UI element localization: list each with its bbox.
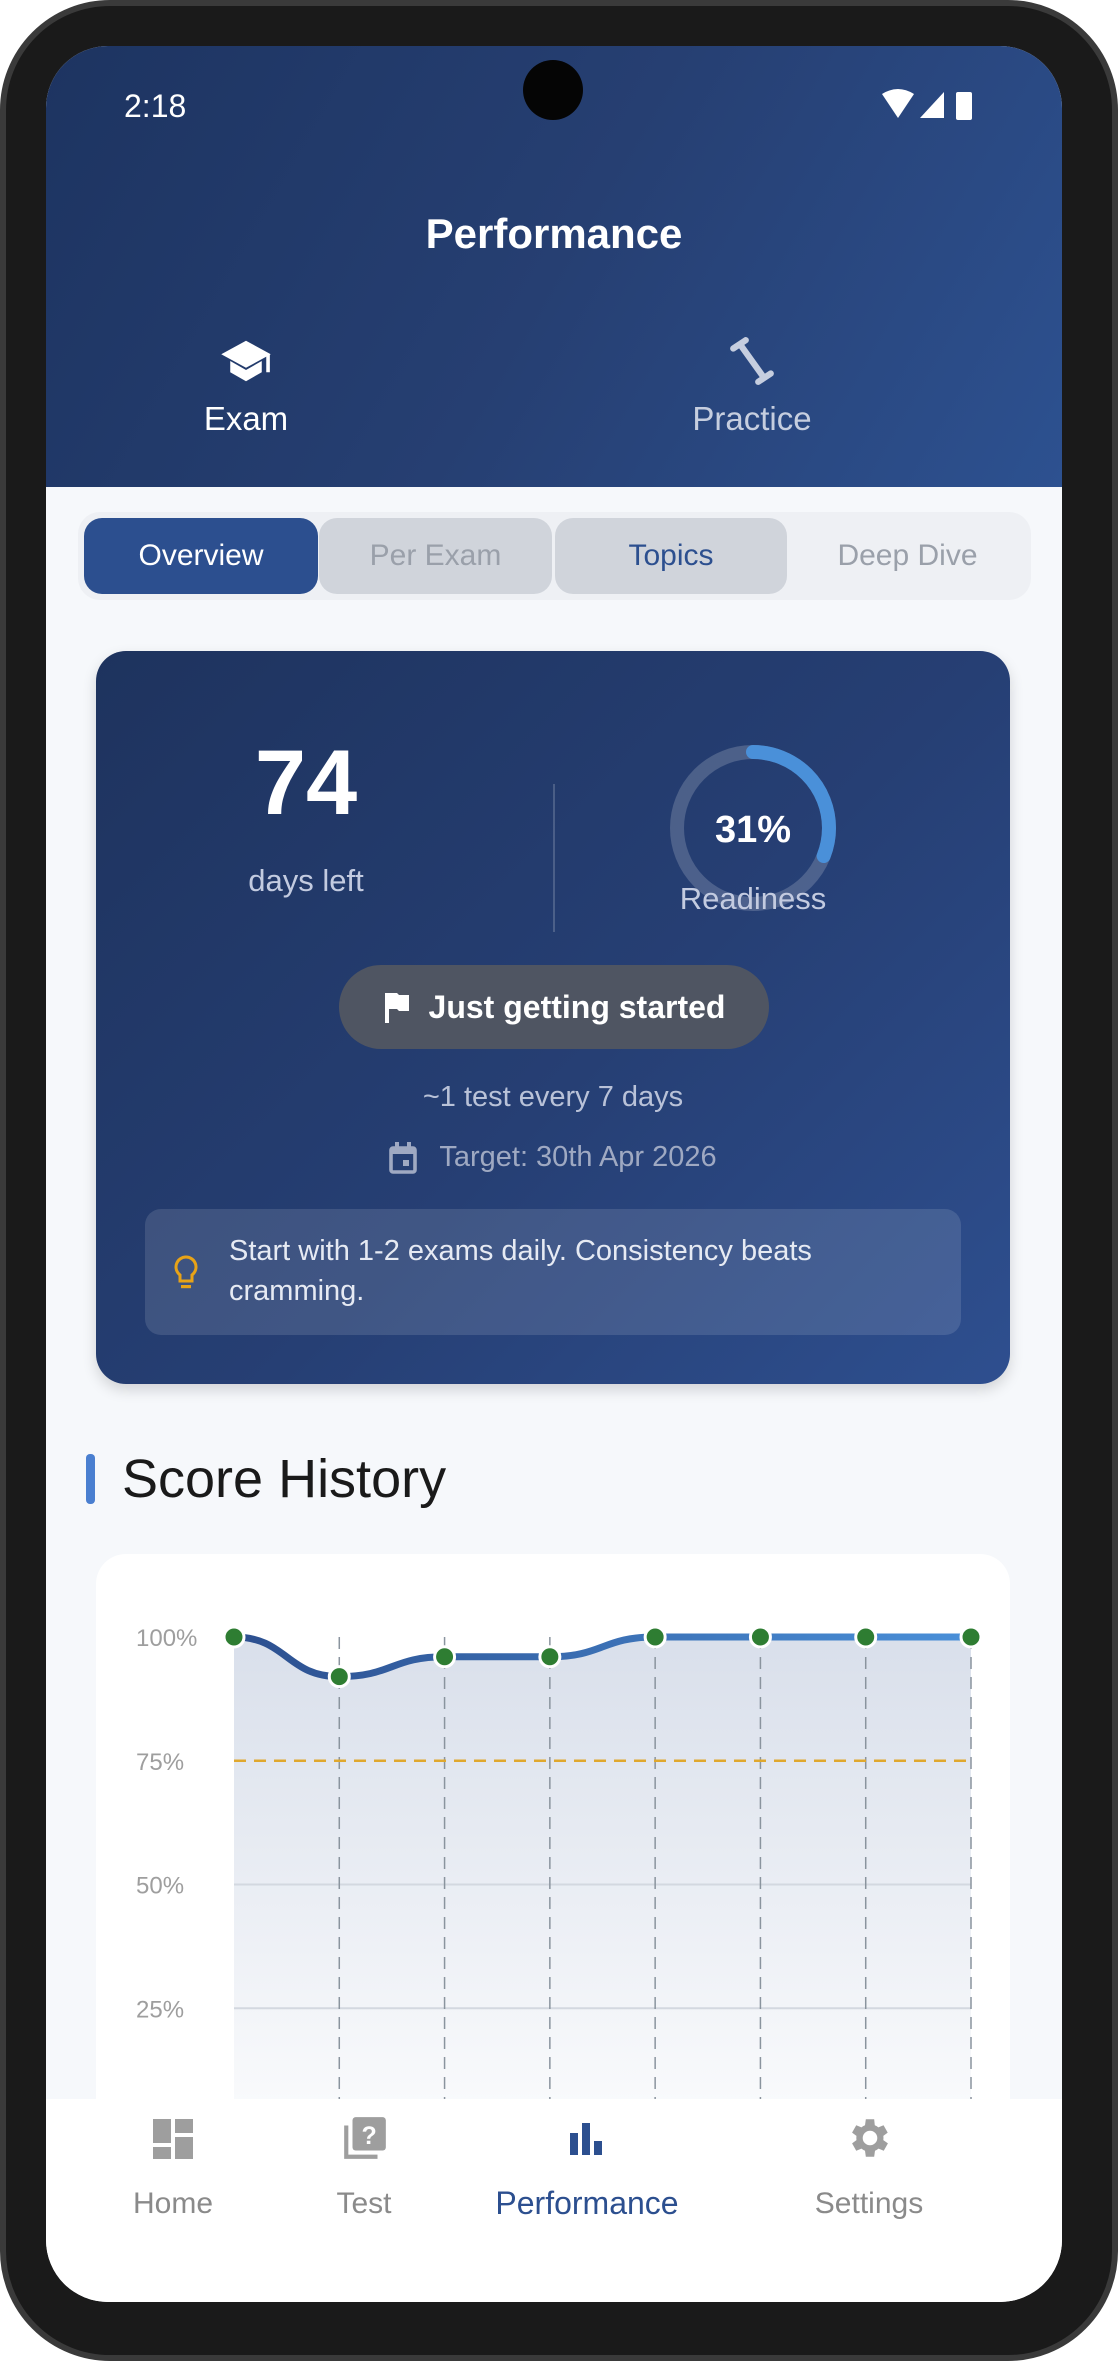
y-tick-label: 75% <box>136 1749 184 1776</box>
nav-settings-label: Settings <box>814 2187 924 2220</box>
segment-per-exam[interactable]: Per Exam <box>319 518 552 594</box>
readiness-label: Readiness <box>679 881 827 916</box>
score-chart: 100%75%50%25%0% <box>136 1625 983 2147</box>
data-point <box>643 1625 667 1649</box>
segment-overview[interactable]: Overview <box>84 518 318 594</box>
data-point <box>959 1625 983 1649</box>
nav-settings[interactable]: Settings <box>746 2099 992 2249</box>
flag-icon <box>384 993 409 1023</box>
nav-home-label: Home <box>132 2187 214 2220</box>
nav-test-label: Test <box>336 2187 392 2220</box>
score-history-title: Score History <box>122 1449 447 1509</box>
status-badge: Just getting started <box>339 965 769 1049</box>
graduation-cap-icon <box>221 340 271 382</box>
nav-performance[interactable]: Performance <box>452 2099 722 2249</box>
calendar-icon <box>389 1141 418 1174</box>
wifi-icon <box>882 89 914 118</box>
data-point <box>538 1645 562 1669</box>
data-point <box>748 1625 772 1649</box>
readiness-value: 31% <box>714 809 792 851</box>
y-tick-label: 50% <box>136 1873 184 1900</box>
tip-box: Start with 1-2 exams daily. Consistency … <box>145 1209 961 1335</box>
data-point <box>222 1625 246 1649</box>
segmented-control: Overview Per Exam Topics Deep Dive <box>78 512 1031 600</box>
nav-home[interactable]: Home <box>46 2099 300 2249</box>
camera-cutout <box>523 60 583 120</box>
status-time: 2:18 <box>124 88 187 124</box>
data-point <box>433 1645 457 1669</box>
nav-performance-label: Performance <box>495 2185 679 2221</box>
status-badge-text: Just getting started <box>428 988 726 1025</box>
bottom-nav: Home ? Test Performance Settings <box>46 2099 1062 2302</box>
header: 2:18 Performance Exam Practice <box>46 46 1062 535</box>
quiz-icon: ? <box>344 2117 386 2159</box>
target-date: Target: 30th Apr 2026 <box>96 1141 1010 1174</box>
tip-text: Start with 1-2 exams daily. Consistency … <box>229 1235 812 1307</box>
data-point <box>854 1625 878 1649</box>
summary-card: 74 days left 31% Readiness Just getting … <box>96 651 1010 1384</box>
nav-test[interactable]: ? Test <box>237 2099 491 2249</box>
dumbbell-icon <box>730 337 774 385</box>
lightbulb-icon <box>174 1255 198 1289</box>
gear-icon <box>852 2119 888 2157</box>
readiness-ring <box>670 745 836 911</box>
y-tick-label: 100% <box>136 1625 197 1652</box>
days-left-value: 74 <box>254 732 358 834</box>
page-title: Performance <box>425 210 683 257</box>
tab-practice[interactable]: Practice <box>652 336 852 486</box>
data-point <box>327 1665 351 1689</box>
divider <box>553 784 555 932</box>
pace-text: ~1 test every 7 days <box>422 1081 684 1113</box>
score-chart-card: 100%75%50%25%0% <box>96 1554 1010 2154</box>
status-icons <box>882 89 972 120</box>
svg-text:?: ? <box>362 2122 377 2150</box>
screen: 2:18 Performance Exam Practice Overview … <box>46 46 1062 2302</box>
signal-icon <box>920 92 944 118</box>
tab-exam[interactable]: Exam <box>146 336 346 535</box>
days-left-label: days left <box>248 863 364 898</box>
dashboard-icon <box>153 2119 193 2159</box>
bar-chart-icon <box>570 2123 602 2155</box>
tab-practice-label: Practice <box>692 400 812 437</box>
tab-exam-label: Exam <box>203 400 289 437</box>
segment-topics[interactable]: Topics <box>555 518 787 594</box>
segment-deep-dive[interactable]: Deep Dive <box>837 539 978 572</box>
section-accent-bar <box>86 1454 95 1504</box>
target-date-text: Target: 30th Apr 2026 <box>439 1141 717 1173</box>
y-tick-label: 25% <box>136 1996 184 2023</box>
battery-icon <box>956 92 972 120</box>
